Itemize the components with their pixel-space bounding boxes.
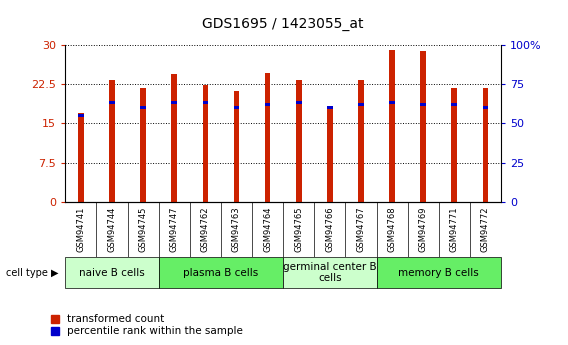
Bar (203, 101, 208, 105)
Bar (483, 88, 488, 202)
Bar (172, 73, 177, 202)
Text: GSM94745: GSM94745 (139, 207, 148, 252)
Bar (358, 80, 364, 202)
Text: GSM94766: GSM94766 (325, 207, 335, 252)
Bar (265, 73, 270, 202)
Bar (65, 257, 158, 288)
Text: GSM94772: GSM94772 (481, 207, 490, 252)
Text: GSM94765: GSM94765 (294, 207, 303, 252)
Text: GSM94771: GSM94771 (450, 207, 459, 252)
Bar (483, 106, 488, 109)
Bar (296, 101, 302, 105)
Bar (452, 103, 457, 106)
Bar (172, 101, 177, 105)
Bar (203, 85, 208, 202)
Text: GSM94744: GSM94744 (107, 207, 116, 252)
Bar (389, 50, 395, 202)
Bar (109, 80, 115, 202)
Bar (158, 257, 283, 288)
Bar (420, 103, 426, 106)
Text: GSM94767: GSM94767 (357, 207, 365, 252)
Bar (233, 106, 239, 109)
Text: GSM94769: GSM94769 (419, 207, 428, 252)
Bar (109, 101, 115, 105)
Text: germinal center B
cells: germinal center B cells (283, 262, 377, 283)
Bar (78, 113, 83, 202)
Text: naive B cells: naive B cells (79, 268, 145, 277)
Bar (389, 101, 395, 105)
Bar (420, 51, 426, 202)
Bar (358, 103, 364, 106)
Text: cell type ▶: cell type ▶ (6, 268, 58, 277)
Text: GSM94768: GSM94768 (387, 207, 396, 252)
Text: GSM94764: GSM94764 (263, 207, 272, 252)
Bar (140, 88, 146, 202)
Text: memory B cells: memory B cells (398, 268, 479, 277)
Text: GSM94763: GSM94763 (232, 207, 241, 252)
Bar (327, 108, 333, 202)
Bar (283, 257, 377, 288)
Legend: transformed count, percentile rank within the sample: transformed count, percentile rank withi… (51, 314, 243, 336)
Text: GDS1695 / 1423055_at: GDS1695 / 1423055_at (202, 17, 364, 31)
Text: GSM94741: GSM94741 (76, 207, 85, 252)
Bar (233, 91, 239, 202)
Bar (296, 80, 302, 202)
Bar (377, 257, 501, 288)
Bar (327, 106, 333, 109)
Text: GSM94747: GSM94747 (170, 207, 179, 252)
Bar (265, 103, 270, 106)
Text: plasma B cells: plasma B cells (183, 268, 258, 277)
Bar (78, 114, 83, 117)
Text: GSM94762: GSM94762 (201, 207, 210, 252)
Bar (140, 106, 146, 109)
Bar (452, 88, 457, 202)
